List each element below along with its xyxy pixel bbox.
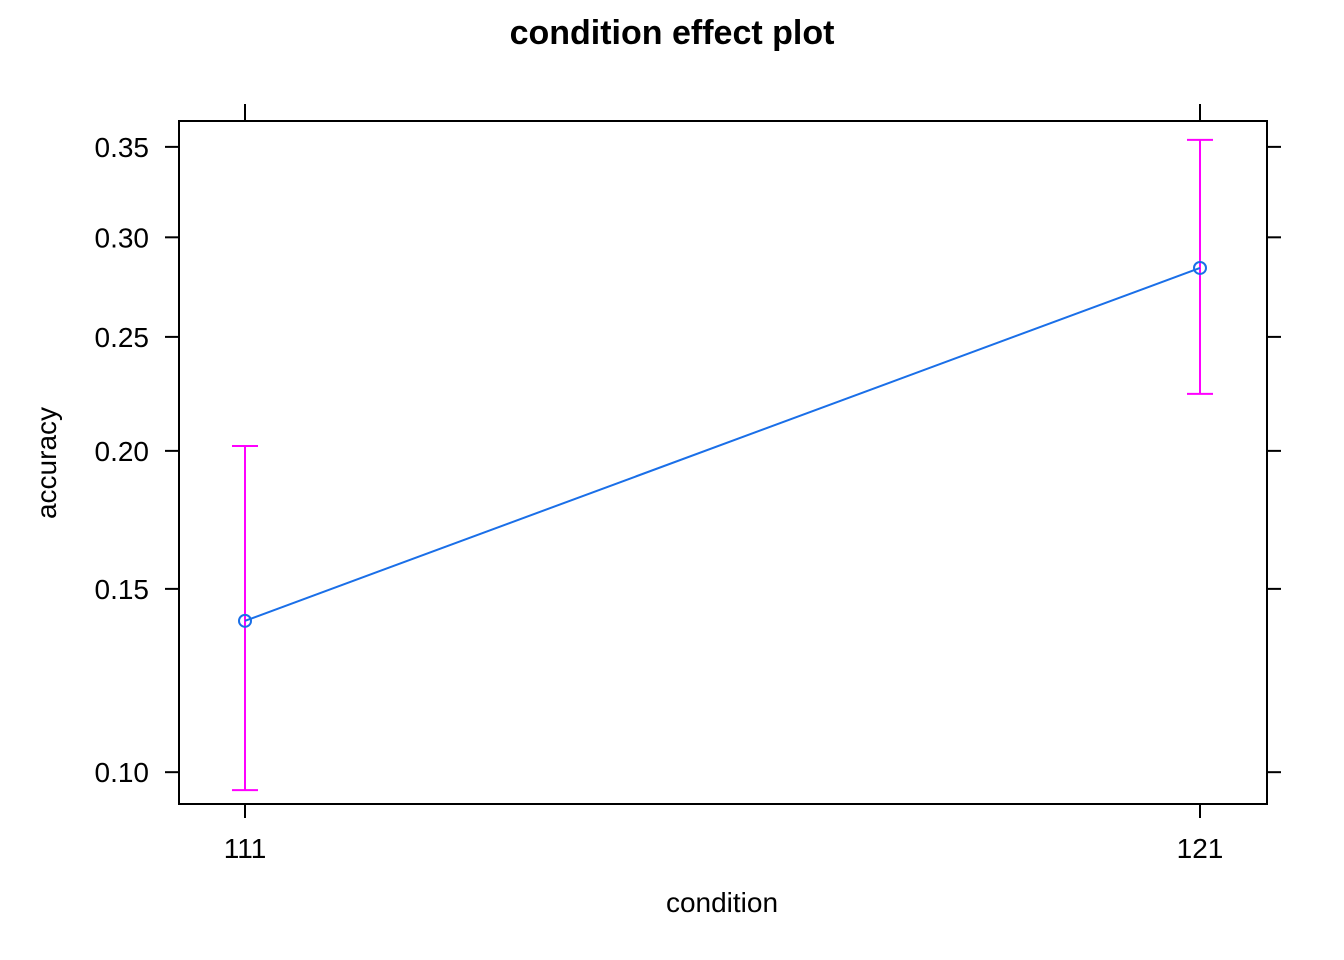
chart-title: condition effect plot: [510, 14, 835, 52]
series-line-group: [244, 267, 1201, 622]
x-axis-top: [244, 104, 1201, 121]
x-axis-bottom: 111 121: [224, 804, 1224, 864]
data-point: [1193, 260, 1207, 275]
y-tick-label: 0.35: [95, 132, 150, 163]
error-bars-group: [232, 138, 1213, 792]
x-axis-title: condition: [666, 887, 778, 918]
y-tick-label: 0.20: [95, 436, 150, 467]
series-points-group: [238, 260, 1207, 628]
y-axis-left: 0.10 0.15 0.20 0.25 0.30 0.35: [95, 132, 179, 788]
series-line: [244, 267, 1201, 622]
y-axis-title: accuracy: [31, 407, 62, 519]
data-point: [238, 613, 252, 628]
y-tick-label: 0.15: [95, 574, 150, 605]
x-tick-label: 121: [1177, 833, 1224, 864]
plot-panel-border: [178, 120, 1268, 805]
x-tick-label: 111: [224, 833, 267, 864]
y-tick-label: 0.10: [95, 757, 150, 788]
y-tick-label: 0.25: [95, 322, 150, 353]
y-axis-right: [1267, 145, 1281, 774]
y-tick-label: 0.30: [95, 222, 150, 253]
